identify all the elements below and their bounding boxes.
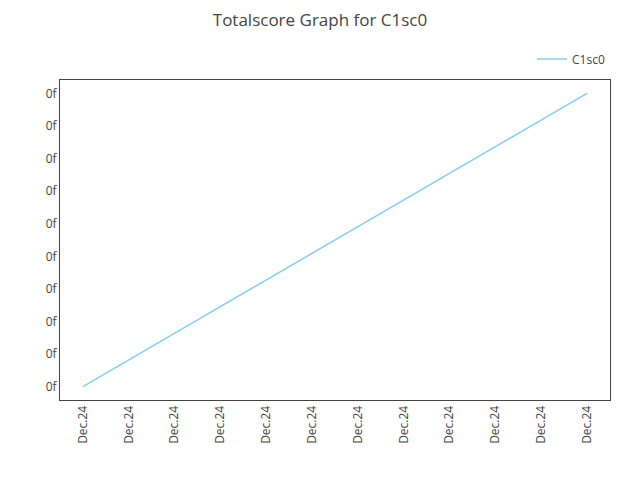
- svg-text:0f: 0f: [46, 85, 58, 102]
- svg-text:0f: 0f: [46, 313, 58, 330]
- svg-text:0f: 0f: [46, 378, 58, 395]
- svg-text:Totalscore Graph for C1sc0: Totalscore Graph for C1sc0: [213, 8, 427, 31]
- svg-text:0f: 0f: [46, 182, 58, 199]
- svg-text:0f: 0f: [46, 150, 58, 167]
- svg-text:Dec.24: Dec.24: [349, 406, 366, 444]
- svg-text:Dec.24: Dec.24: [211, 406, 228, 444]
- svg-text:0f: 0f: [46, 247, 58, 264]
- svg-text:Dec.24: Dec.24: [395, 406, 412, 444]
- svg-text:Dec.24: Dec.24: [486, 406, 503, 444]
- svg-text:Dec.24: Dec.24: [578, 406, 595, 444]
- svg-text:Dec.24: Dec.24: [120, 406, 137, 444]
- svg-text:0f: 0f: [46, 215, 58, 232]
- svg-text:0f: 0f: [46, 345, 58, 362]
- svg-text:Dec.24: Dec.24: [165, 406, 182, 444]
- svg-text:Dec.24: Dec.24: [532, 406, 549, 444]
- svg-text:Dec.24: Dec.24: [440, 406, 457, 444]
- svg-text:Dec.24: Dec.24: [303, 406, 320, 444]
- svg-text:C1sc0: C1sc0: [572, 51, 605, 68]
- svg-text:0f: 0f: [46, 117, 58, 134]
- svg-text:Dec.24: Dec.24: [257, 406, 274, 444]
- svg-text:0f: 0f: [46, 280, 58, 297]
- svg-text:Dec.24: Dec.24: [74, 406, 91, 444]
